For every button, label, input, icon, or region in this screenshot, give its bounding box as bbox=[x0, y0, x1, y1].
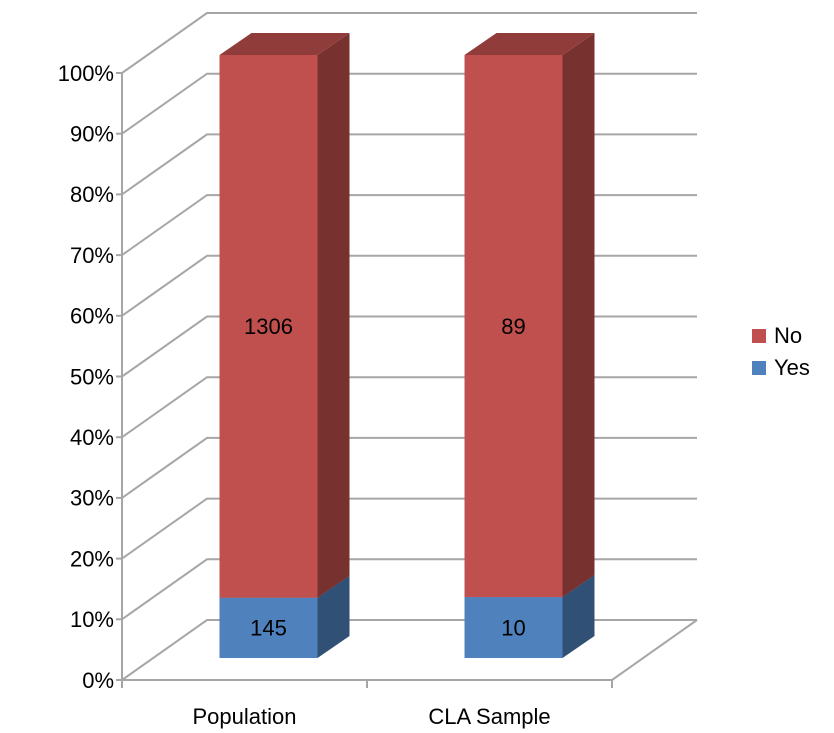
y-tick-label: 10% bbox=[70, 607, 114, 632]
grid-line bbox=[121, 194, 697, 256]
y-tick-label: 70% bbox=[70, 243, 114, 268]
bar-segment bbox=[219, 55, 318, 598]
y-tick-label: 40% bbox=[70, 425, 114, 450]
grid-line bbox=[121, 497, 697, 560]
bar-side bbox=[317, 33, 350, 598]
grid-line bbox=[121, 619, 697, 681]
grid-line bbox=[121, 376, 697, 439]
grid-line bbox=[121, 12, 697, 74]
legend-swatch bbox=[752, 329, 766, 343]
legend-label: Yes bbox=[774, 355, 810, 380]
y-tick-label: 60% bbox=[70, 304, 114, 329]
bar-segment bbox=[219, 597, 318, 658]
bar-top bbox=[219, 33, 350, 55]
bar-side bbox=[562, 33, 595, 598]
grid-line bbox=[121, 254, 697, 317]
bar-top bbox=[464, 33, 595, 55]
grid-line bbox=[121, 315, 697, 378]
y-tick-label: 20% bbox=[70, 546, 114, 571]
x-tick-label: Population bbox=[193, 704, 297, 729]
data-label: 1306 bbox=[244, 314, 293, 339]
y-tick-label: 50% bbox=[70, 364, 114, 389]
legend-label: No bbox=[774, 323, 802, 348]
y-tick-label: 0% bbox=[82, 668, 114, 693]
y-tick-label: 100% bbox=[58, 61, 114, 86]
y-tick-label: 80% bbox=[70, 182, 114, 207]
grid-line bbox=[121, 72, 697, 135]
data-label: 145 bbox=[250, 616, 287, 641]
grid-line bbox=[121, 436, 697, 499]
y-tick-label: 90% bbox=[70, 122, 114, 147]
y-tick-label: 30% bbox=[70, 486, 114, 511]
data-label: 89 bbox=[501, 314, 525, 339]
bar-side bbox=[317, 575, 350, 658]
data-label: 10 bbox=[501, 615, 525, 640]
bar-side bbox=[562, 575, 595, 658]
bar-segment bbox=[464, 55, 563, 598]
floor-edge bbox=[611, 619, 698, 681]
x-tick-label: CLA Sample bbox=[428, 704, 550, 729]
grid-line bbox=[121, 558, 697, 621]
grid-line bbox=[121, 133, 697, 196]
legend-swatch bbox=[752, 361, 766, 375]
bar-segment bbox=[464, 597, 563, 658]
